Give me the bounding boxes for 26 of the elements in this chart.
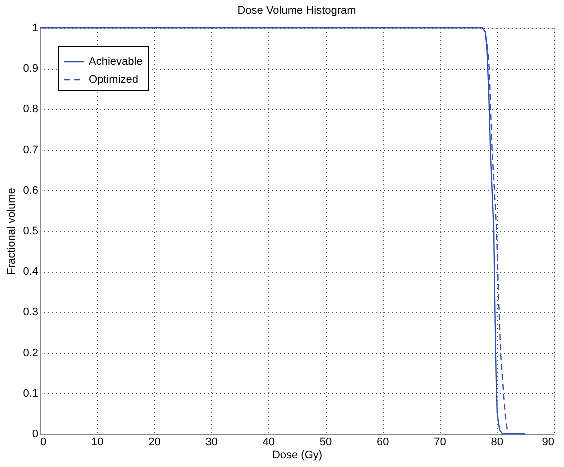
y-tick-label: 1 [32,22,38,34]
y-axis-title: Fractional volume [6,188,18,275]
y-tick-label: 0.6 [23,184,38,197]
legend-label: Achievable [89,56,143,68]
x-tick-label: 10 [91,436,104,448]
y-tick-label: 0 [32,428,38,440]
y-tick-label: 0.2 [23,347,38,360]
y-tick-label: 0.5 [23,226,38,238]
chart-title: Dose Volume Histogram [238,5,356,17]
x-tick-label: 70 [434,436,446,448]
x-tick-label: 40 [262,436,276,448]
y-tick-label: 0.1 [23,388,38,400]
y-tick-label: 0.3 [23,306,38,319]
x-tick-label: 90 [542,436,554,448]
x-tick-label: 60 [377,436,390,448]
x-axis-title: Dose (Gy) [272,450,323,462]
x-tick-label: 30 [206,436,218,448]
y-tick-label: 0.8 [23,104,38,116]
legend-label: Optimized [89,74,139,86]
y-tick-label: 0.9 [23,63,38,76]
x-tick-label: 0 [40,436,47,448]
x-tick-label: 80 [491,436,504,448]
y-tick-label: 0.7 [23,144,38,156]
y-tick-label: 0.4 [23,266,38,278]
x-tick-label: 20 [148,436,161,448]
x-tick-label: 50 [320,436,332,448]
